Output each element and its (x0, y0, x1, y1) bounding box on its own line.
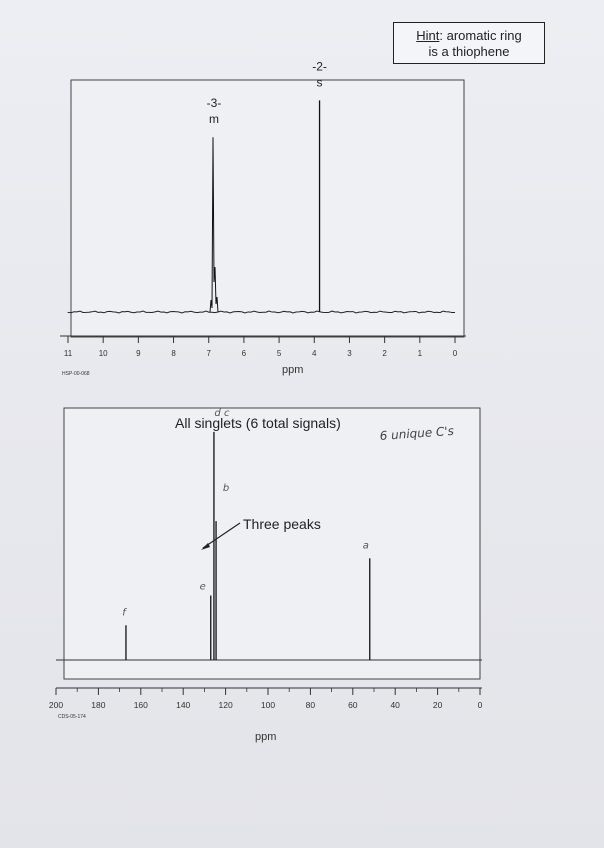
h-nmr-code: HSP-00-068 (62, 371, 90, 377)
h-nmr-peak-multiplicity: m (209, 112, 219, 126)
three-peaks-arrow (202, 522, 241, 549)
h-nmr-xlabel: ppm (282, 364, 303, 376)
three-peaks-label: Three peaks (243, 516, 321, 532)
c-nmr-annotation: All singlets (6 total signals) (175, 415, 341, 431)
h-nmr-tick-label: 2 (382, 349, 387, 358)
c-nmr-peak-label: f (122, 607, 127, 618)
h-nmr-tick-label: 7 (207, 349, 212, 358)
h-nmr-tick-label: 9 (136, 349, 141, 358)
c-nmr-tick-label: 80 (306, 700, 316, 710)
h-nmr-tick-label: 1 (418, 349, 423, 358)
h-nmr-tick-label: 8 (171, 349, 176, 358)
h-nmr-frame (70, 79, 465, 338)
c-nmr-tick-label: 160 (134, 700, 148, 710)
h-nmr-tick-label: 10 (99, 349, 108, 358)
h-nmr-tick-label: 3 (347, 349, 352, 358)
h-nmr-tick-label: 6 (242, 349, 247, 358)
h-nmr-tick-label: 5 (277, 349, 282, 358)
c-nmr-tick-label: 140 (176, 700, 190, 710)
c-nmr-xlabel: ppm (255, 731, 276, 743)
h-nmr-peak-multiplet (209, 137, 219, 313)
h-nmr-peak-multiplicity: s (317, 75, 323, 89)
c-nmr-tick-label: 60 (348, 700, 358, 710)
c-nmr-frame (63, 407, 481, 680)
h-nmr-baseline (67, 310, 455, 314)
hint-text-line2: is a thiophene (428, 44, 510, 59)
c-nmr-tick-label: 200 (49, 700, 63, 710)
c-nmr-tick-label: 20 (433, 700, 443, 710)
three-peaks-arrowhead (201, 543, 210, 550)
c-nmr-tick-label: 40 (390, 700, 400, 710)
c-nmr-tick-label: 100 (261, 700, 275, 710)
h-nmr-tick-label: 11 (64, 349, 73, 358)
c-nmr-peak-label: d c (214, 408, 230, 419)
h-nmr-tick-label: 0 (453, 349, 458, 358)
c-nmr-handwritten-note: 6 unique C's (379, 424, 454, 443)
h-nmr-peak-label: -2- (312, 59, 327, 73)
c-nmr-peak-label: b (223, 483, 229, 494)
hint-box: Hint: aromatic ring is a thiophene (393, 22, 545, 64)
c-nmr-peak-label: a (363, 540, 369, 551)
c-nmr-tick-label: 0 (478, 700, 483, 710)
c-nmr-tick-label: 180 (91, 700, 105, 710)
hint-text: : aromatic ring (439, 28, 522, 43)
c-nmr-peak-label: e (200, 582, 206, 593)
c-nmr-tick-label: 120 (219, 700, 233, 710)
hint-prefix: Hint (416, 28, 440, 43)
h-nmr-tick-label: 4 (312, 349, 317, 358)
c-nmr-code: CDS-05-174 (58, 714, 86, 720)
h-nmr-peak-label: -3- (207, 96, 222, 110)
